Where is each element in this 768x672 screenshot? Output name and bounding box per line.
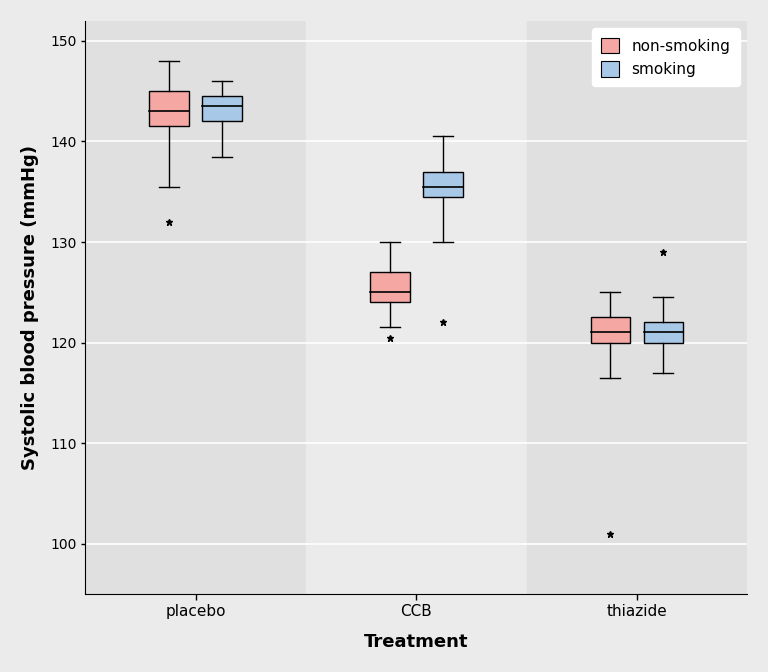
Y-axis label: Systolic blood pressure (mmHg): Systolic blood pressure (mmHg) — [21, 145, 39, 470]
FancyBboxPatch shape — [150, 91, 189, 126]
FancyBboxPatch shape — [423, 171, 462, 197]
Bar — [527, 21, 747, 594]
FancyBboxPatch shape — [203, 96, 242, 122]
FancyBboxPatch shape — [370, 272, 409, 302]
FancyBboxPatch shape — [644, 323, 684, 343]
Legend: non-smoking, smoking: non-smoking, smoking — [592, 28, 740, 87]
X-axis label: Treatment: Treatment — [364, 633, 468, 651]
Bar — [85, 21, 306, 594]
Bar — [306, 21, 527, 594]
FancyBboxPatch shape — [591, 317, 631, 343]
